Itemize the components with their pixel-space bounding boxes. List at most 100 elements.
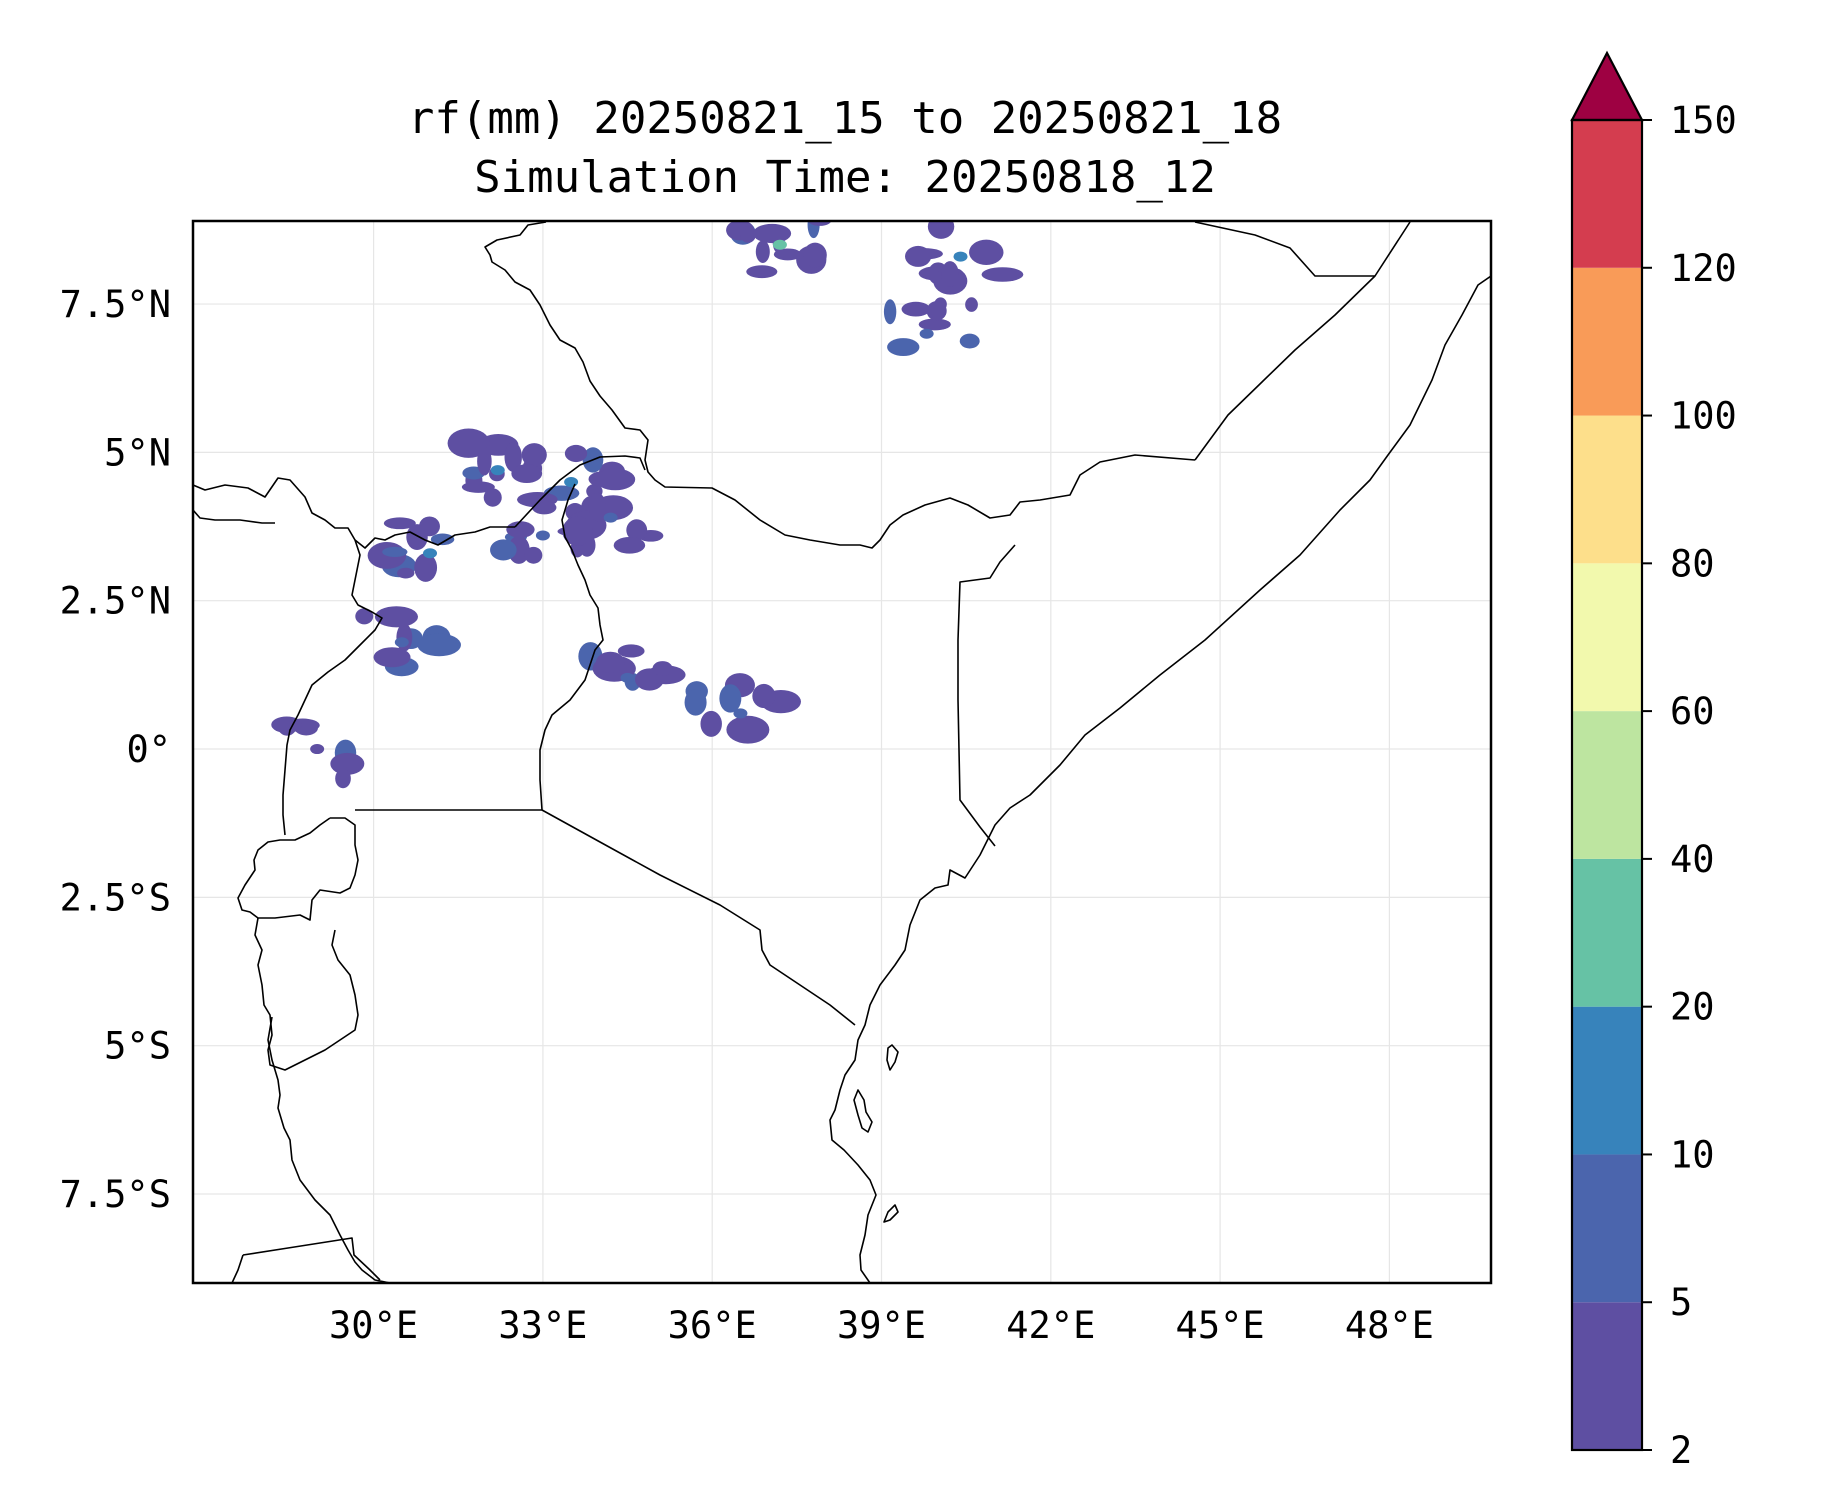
rain-blob xyxy=(477,446,492,476)
colorbar-frame xyxy=(1570,118,1644,1452)
island-pemba xyxy=(886,1044,899,1071)
country-boundaries xyxy=(193,221,1491,1283)
boundary-tanzania-west xyxy=(254,917,359,1071)
rain-blob xyxy=(965,297,978,312)
rain-blob xyxy=(414,553,438,582)
x-tick-label: 48°E xyxy=(1345,1304,1434,1347)
rain-blob xyxy=(981,267,1024,282)
rain-cell-core xyxy=(535,530,550,541)
colorbar-tick-label: 5 xyxy=(1670,1281,1692,1324)
colorbar-tick-label: 10 xyxy=(1670,1133,1715,1176)
rain-blob xyxy=(905,245,932,267)
rain-blob xyxy=(613,537,646,554)
colorbar-tick-label: 40 xyxy=(1670,838,1715,881)
rain-blob xyxy=(927,221,955,239)
boundary-tanzania-zambia xyxy=(242,1237,381,1281)
rain-blob xyxy=(531,500,557,515)
island-mafia xyxy=(883,1204,899,1223)
rain-blob xyxy=(562,516,594,546)
rain-blob xyxy=(271,716,303,733)
boundary-somalia-ethiopia xyxy=(484,221,1196,549)
colorbar-tick-label: 120 xyxy=(1670,247,1737,290)
rain-blob xyxy=(626,519,648,541)
rain-cell-core xyxy=(423,548,438,559)
x-tick-label: 39°E xyxy=(837,1304,926,1347)
rain-blob xyxy=(883,299,897,325)
colorbar-tick-label: 60 xyxy=(1670,690,1715,733)
x-axis-ticks: 30°E 33°E 36°E 39°E 42°E 45°E 48°E xyxy=(329,1304,1434,1347)
boundary-uganda-kenya xyxy=(539,483,604,811)
rain-blob xyxy=(926,301,947,321)
rain-blob xyxy=(355,608,374,625)
rain-blob xyxy=(887,338,920,357)
colorbar-segment xyxy=(1572,267,1642,416)
rain-blob xyxy=(383,517,416,530)
boundary-tanzania-lake-tanganyika xyxy=(267,1016,391,1283)
x-tick-label: 45°E xyxy=(1176,1304,1265,1347)
colorbar-segment xyxy=(1572,1154,1642,1303)
x-tick-label: 36°E xyxy=(668,1304,757,1347)
rain-blob xyxy=(588,492,606,522)
rain-blob xyxy=(700,710,722,737)
y-tick-label: 7.5°S xyxy=(60,1173,171,1216)
title-line-1: rf(mm) 20250821_15 to 20250821_18 xyxy=(408,93,1282,144)
rain-cell-core xyxy=(564,477,579,488)
boundary-ethiopia-kenya xyxy=(514,455,646,528)
rain-cell-core xyxy=(953,251,968,262)
title-line-2: Simulation Time: 20250818_12 xyxy=(474,152,1216,203)
colorbar-tick-label: 100 xyxy=(1670,395,1737,438)
rain-blob xyxy=(684,689,707,716)
rain-blob xyxy=(506,521,535,538)
colorbar-extend-arrow xyxy=(1570,50,1644,122)
rain-blob xyxy=(330,752,365,775)
rain-blob xyxy=(803,242,827,268)
rain-blob xyxy=(719,684,742,713)
rain-blob xyxy=(746,265,778,279)
rain-cell-core xyxy=(310,744,325,755)
rain-blob xyxy=(652,661,673,676)
rain-blob xyxy=(483,488,502,507)
rain-blob xyxy=(396,623,413,652)
map-title: rf(mm) 20250821_15 to 20250821_18 Simula… xyxy=(408,93,1282,203)
rain-blob xyxy=(335,768,351,789)
rain-blob xyxy=(752,223,792,244)
y-tick-label: 5°S xyxy=(104,1025,171,1068)
boundary-somalia-horn-east xyxy=(1194,221,1375,277)
rain-cell-core xyxy=(603,512,618,523)
rain-blob xyxy=(617,644,645,658)
colorbar-segment xyxy=(1572,711,1642,859)
rain-cell-core xyxy=(919,328,934,339)
rain-cell-core xyxy=(733,708,748,719)
colorbar-segment xyxy=(1572,563,1642,712)
rain-blob xyxy=(755,240,770,263)
rain-blob xyxy=(595,651,625,674)
map-frame xyxy=(191,219,1493,1285)
rain-blob xyxy=(406,524,428,550)
rain-blob xyxy=(969,239,1004,265)
rain-cell-core xyxy=(772,239,787,250)
colorbar-tick-label: 2 xyxy=(1670,1429,1692,1472)
rain-blob xyxy=(382,546,408,558)
rain-blob xyxy=(507,535,530,564)
rain-cell-core xyxy=(490,465,505,476)
rainfall-field xyxy=(271,221,1024,789)
rain-blob xyxy=(490,539,517,561)
rain-blob xyxy=(918,318,951,331)
y-tick-label: 7.5°N xyxy=(60,283,171,326)
y-tick-label: 2.5°N xyxy=(60,580,171,623)
x-tick-label: 30°E xyxy=(329,1304,418,1347)
colorbar-tick-label: 20 xyxy=(1670,986,1715,1029)
boundary-kenya-somalia xyxy=(957,544,1016,847)
rain-blob xyxy=(524,546,543,564)
x-tick-label: 42°E xyxy=(1006,1304,1095,1347)
boundary-kenya-tanzania xyxy=(541,809,856,1026)
rain-blob xyxy=(430,533,455,546)
colorbar-segment xyxy=(1572,415,1642,564)
colorbar: 2 5 10 20 40 60 80 100 120 150 xyxy=(1570,50,1737,1472)
y-tick-label: 0° xyxy=(126,728,171,771)
island-zanzibar xyxy=(853,1089,873,1133)
rain-blob xyxy=(595,468,636,491)
y-axis-ticks: 7.5°N 5°N 2.5°N 0° 2.5°S 5°S 7.5°S xyxy=(60,283,171,1216)
coastline xyxy=(829,275,1491,1283)
